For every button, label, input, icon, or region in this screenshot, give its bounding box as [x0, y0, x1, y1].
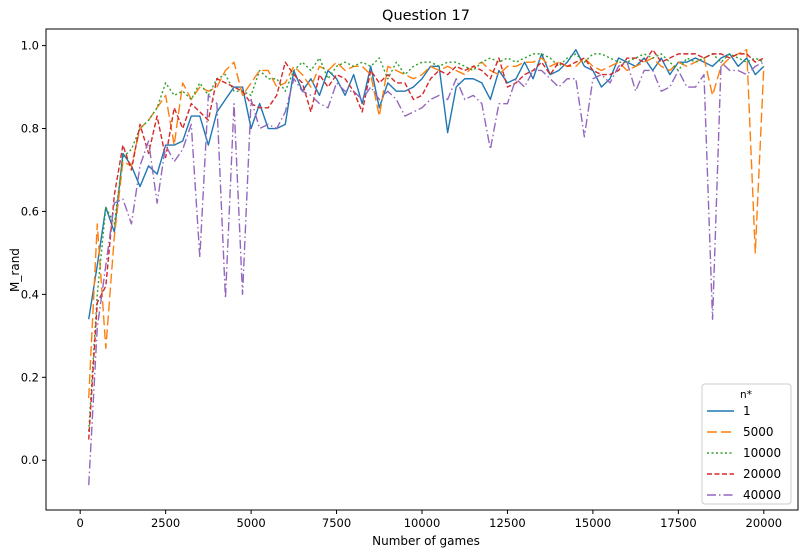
y-tick-label: 0.0 — [21, 453, 39, 467]
chart-title: Question 17 — [382, 8, 470, 24]
legend-label: 1 — [743, 404, 751, 418]
x-tick-label: 5000 — [236, 516, 265, 530]
y-axis-label: M_rand — [8, 248, 22, 292]
series-line-40000 — [88, 61, 765, 486]
series-line-1 — [88, 49, 765, 320]
plot-area — [45, 28, 799, 511]
x-tick-label: 10000 — [404, 516, 441, 530]
legend-label: 20000 — [743, 467, 781, 481]
series-line-5000 — [88, 49, 765, 399]
legend-label: 5000 — [743, 425, 774, 439]
legend-box — [701, 383, 792, 505]
y-tick-label: 1.0 — [21, 39, 39, 53]
x-tick-label: 2500 — [151, 516, 180, 530]
y-tick-label: 0.2 — [21, 370, 39, 384]
y-tick-label: 0.4 — [21, 287, 39, 301]
x-tick-label: 15000 — [575, 516, 612, 530]
y-tick-label: 0.6 — [21, 204, 39, 218]
x-tick-label: 12500 — [489, 516, 526, 530]
series-line-10000 — [88, 53, 765, 432]
legend: n* 1 5000 10000 20000 40000 — [701, 383, 792, 505]
legend-entries: 1 5000 10000 20000 40000 — [707, 404, 781, 502]
x-tick-label: 7500 — [322, 516, 351, 530]
series-group — [88, 49, 765, 486]
legend-label: 10000 — [743, 446, 781, 460]
x-tick-label: 0 — [77, 516, 84, 530]
y-tick-label: 0.8 — [21, 122, 39, 136]
legend-title: n* — [740, 389, 752, 401]
legend-label: 40000 — [743, 488, 781, 502]
x-tick-label: 20000 — [746, 516, 783, 530]
series-line-20000 — [88, 49, 765, 440]
x-axis-label: Number of games — [372, 534, 480, 548]
x-tick-label: 17500 — [660, 516, 697, 530]
y-axis: 0.0 0.2 0.4 0.6 0.8 1.0 — [21, 39, 46, 467]
x-axis: 0 2500 5000 7500 10000 12500 15000 17500 20000 — [77, 510, 783, 530]
